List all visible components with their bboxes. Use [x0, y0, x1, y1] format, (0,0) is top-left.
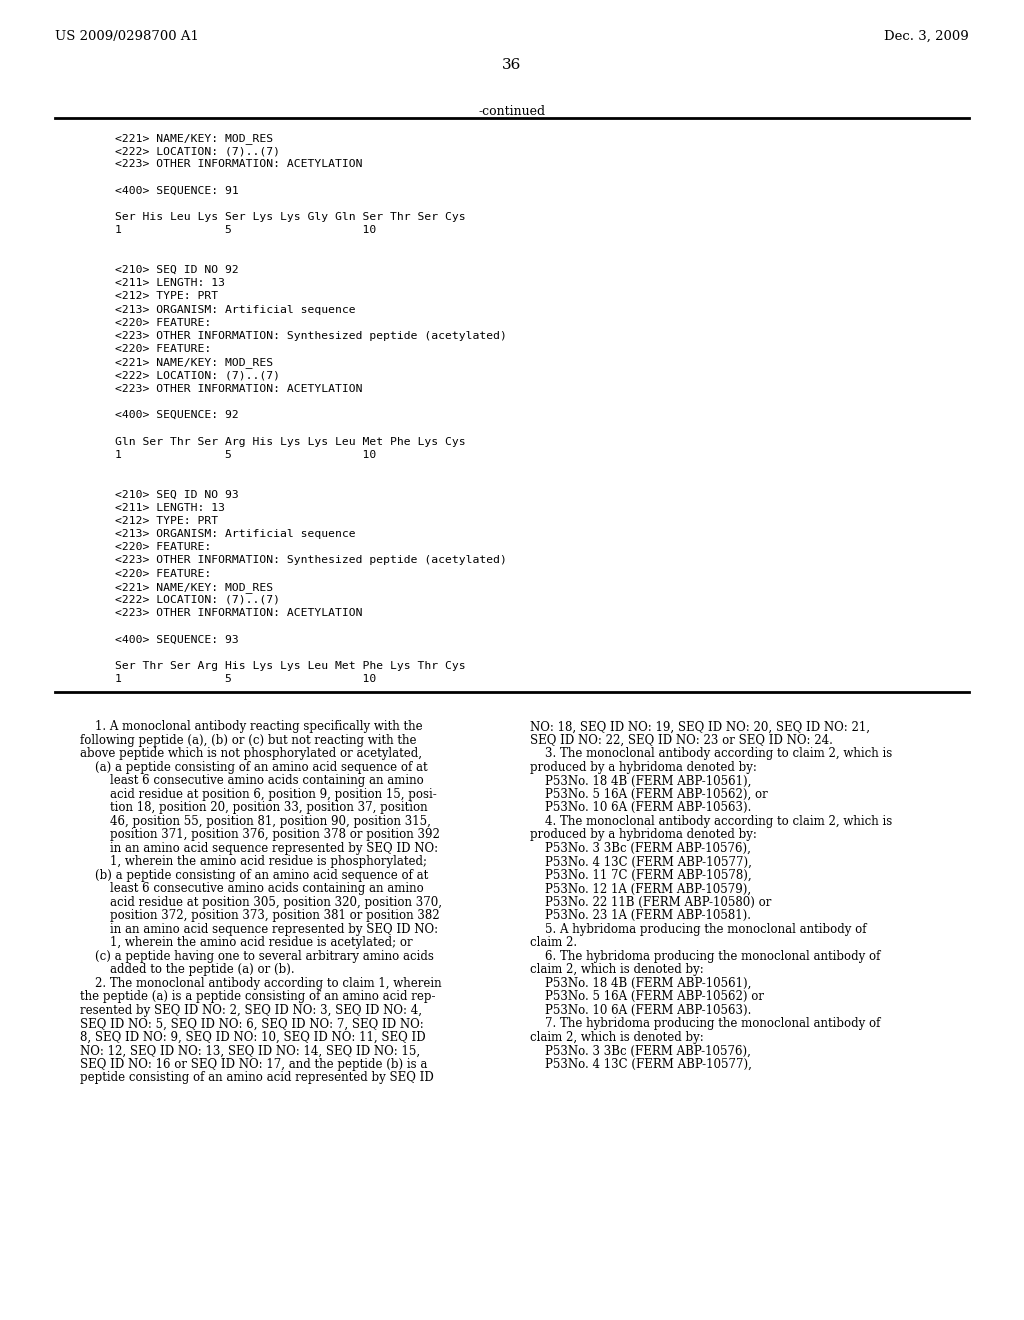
- Text: P53No. 10 6A (FERM ABP-10563).: P53No. 10 6A (FERM ABP-10563).: [530, 1005, 752, 1016]
- Text: 36: 36: [503, 58, 521, 73]
- Text: P53No. 3 3Bc (FERM ABP-10576),: P53No. 3 3Bc (FERM ABP-10576),: [530, 842, 751, 855]
- Text: <211> LENGTH: 13: <211> LENGTH: 13: [115, 503, 225, 512]
- Text: P53No. 10 6A (FERM ABP-10563).: P53No. 10 6A (FERM ABP-10563).: [530, 801, 752, 814]
- Text: the peptide (a) is a peptide consisting of an amino acid rep-: the peptide (a) is a peptide consisting …: [80, 990, 435, 1003]
- Text: P53No. 18 4B (FERM ABP-10561),: P53No. 18 4B (FERM ABP-10561),: [530, 977, 752, 990]
- Text: 5. A hybridoma producing the monoclonal antibody of: 5. A hybridoma producing the monoclonal …: [530, 923, 866, 936]
- Text: <222> LOCATION: (7)..(7): <222> LOCATION: (7)..(7): [115, 595, 280, 605]
- Text: peptide consisting of an amino acid represented by SEQ ID: peptide consisting of an amino acid repr…: [80, 1072, 434, 1085]
- Text: 8, SEQ ID NO: 9, SEQ ID NO: 10, SEQ ID NO: 11, SEQ ID: 8, SEQ ID NO: 9, SEQ ID NO: 10, SEQ ID N…: [80, 1031, 426, 1044]
- Text: <213> ORGANISM: Artificial sequence: <213> ORGANISM: Artificial sequence: [115, 305, 355, 314]
- Text: P53No. 18 4B (FERM ABP-10561),: P53No. 18 4B (FERM ABP-10561),: [530, 775, 752, 788]
- Text: in an amino acid sequence represented by SEQ ID NO:: in an amino acid sequence represented by…: [80, 923, 438, 936]
- Text: <221> NAME/KEY: MOD_RES: <221> NAME/KEY: MOD_RES: [115, 582, 273, 593]
- Text: Ser His Leu Lys Ser Lys Lys Gly Gln Ser Thr Ser Cys: Ser His Leu Lys Ser Lys Lys Gly Gln Ser …: [115, 213, 466, 222]
- Text: resented by SEQ ID NO: 2, SEQ ID NO: 3, SEQ ID NO: 4,: resented by SEQ ID NO: 2, SEQ ID NO: 3, …: [80, 1005, 422, 1016]
- Text: <223> OTHER INFORMATION: Synthesized peptide (acetylated): <223> OTHER INFORMATION: Synthesized pep…: [115, 556, 507, 565]
- Text: least 6 consecutive amino acids containing an amino: least 6 consecutive amino acids containi…: [80, 882, 424, 895]
- Text: US 2009/0298700 A1: US 2009/0298700 A1: [55, 30, 199, 44]
- Text: P53No. 5 16A (FERM ABP-10562), or: P53No. 5 16A (FERM ABP-10562), or: [530, 788, 768, 801]
- Text: above peptide which is not phosphorylated or acetylated,: above peptide which is not phosphorylate…: [80, 747, 422, 760]
- Text: P53No. 11 7C (FERM ABP-10578),: P53No. 11 7C (FERM ABP-10578),: [530, 869, 752, 882]
- Text: <220> FEATURE:: <220> FEATURE:: [115, 318, 211, 327]
- Text: 1, wherein the amino acid residue is acetylated; or: 1, wherein the amino acid residue is ace…: [80, 936, 413, 949]
- Text: <223> OTHER INFORMATION: ACETYLATION: <223> OTHER INFORMATION: ACETYLATION: [115, 160, 362, 169]
- Text: <223> OTHER INFORMATION: ACETYLATION: <223> OTHER INFORMATION: ACETYLATION: [115, 609, 362, 618]
- Text: <221> NAME/KEY: MOD_RES: <221> NAME/KEY: MOD_RES: [115, 358, 273, 368]
- Text: SEQ ID NO: 16 or SEQ ID NO: 17, and the peptide (b) is a: SEQ ID NO: 16 or SEQ ID NO: 17, and the …: [80, 1057, 427, 1071]
- Text: P53No. 3 3Bc (FERM ABP-10576),: P53No. 3 3Bc (FERM ABP-10576),: [530, 1044, 751, 1057]
- Text: acid residue at position 6, position 9, position 15, posi-: acid residue at position 6, position 9, …: [80, 788, 437, 801]
- Text: 2. The monoclonal antibody according to claim 1, wherein: 2. The monoclonal antibody according to …: [80, 977, 441, 990]
- Text: <210> SEQ ID NO 92: <210> SEQ ID NO 92: [115, 265, 239, 275]
- Text: (b) a peptide consisting of an amino acid sequence of at: (b) a peptide consisting of an amino aci…: [80, 869, 428, 882]
- Text: 7. The hybridoma producing the monoclonal antibody of: 7. The hybridoma producing the monoclona…: [530, 1018, 881, 1031]
- Text: P53No. 12 1A (FERM ABP-10579),: P53No. 12 1A (FERM ABP-10579),: [530, 882, 752, 895]
- Text: Ser Thr Ser Arg His Lys Lys Leu Met Phe Lys Thr Cys: Ser Thr Ser Arg His Lys Lys Leu Met Phe …: [115, 661, 466, 671]
- Text: <210> SEQ ID NO 93: <210> SEQ ID NO 93: [115, 490, 239, 499]
- Text: <212> TYPE: PRT: <212> TYPE: PRT: [115, 292, 218, 301]
- Text: tion 18, position 20, position 33, position 37, position: tion 18, position 20, position 33, posit…: [80, 801, 428, 814]
- Text: <400> SEQUENCE: 91: <400> SEQUENCE: 91: [115, 186, 239, 195]
- Text: -continued: -continued: [478, 106, 546, 117]
- Text: NO: 12, SEQ ID NO: 13, SEQ ID NO: 14, SEQ ID NO: 15,: NO: 12, SEQ ID NO: 13, SEQ ID NO: 14, SE…: [80, 1044, 420, 1057]
- Text: 6. The hybridoma producing the monoclonal antibody of: 6. The hybridoma producing the monoclona…: [530, 950, 881, 962]
- Text: position 371, position 376, position 378 or position 392: position 371, position 376, position 378…: [80, 829, 440, 841]
- Text: Dec. 3, 2009: Dec. 3, 2009: [885, 30, 969, 44]
- Text: 1. A monoclonal antibody reacting specifically with the: 1. A monoclonal antibody reacting specif…: [80, 721, 423, 734]
- Text: SEQ ID NO: 22, SEQ ID NO: 23 or SEQ ID NO: 24.: SEQ ID NO: 22, SEQ ID NO: 23 or SEQ ID N…: [530, 734, 833, 747]
- Text: claim 2, which is denoted by:: claim 2, which is denoted by:: [530, 1031, 703, 1044]
- Text: <220> FEATURE:: <220> FEATURE:: [115, 543, 211, 552]
- Text: <222> LOCATION: (7)..(7): <222> LOCATION: (7)..(7): [115, 371, 280, 380]
- Text: claim 2, which is denoted by:: claim 2, which is denoted by:: [530, 964, 703, 977]
- Text: P53No. 4 13C (FERM ABP-10577),: P53No. 4 13C (FERM ABP-10577),: [530, 1057, 752, 1071]
- Text: 1, wherein the amino acid residue is phosphorylated;: 1, wherein the amino acid residue is pho…: [80, 855, 427, 869]
- Text: P53No. 22 11B (FERM ABP-10580) or: P53No. 22 11B (FERM ABP-10580) or: [530, 896, 771, 909]
- Text: <220> FEATURE:: <220> FEATURE:: [115, 345, 211, 354]
- Text: P53No. 23 1A (FERM ABP-10581).: P53No. 23 1A (FERM ABP-10581).: [530, 909, 751, 923]
- Text: 1               5                   10: 1 5 10: [115, 226, 376, 235]
- Text: 1               5                   10: 1 5 10: [115, 675, 376, 684]
- Text: Gln Ser Thr Ser Arg His Lys Lys Leu Met Phe Lys Cys: Gln Ser Thr Ser Arg His Lys Lys Leu Met …: [115, 437, 466, 446]
- Text: acid residue at position 305, position 320, position 370,: acid residue at position 305, position 3…: [80, 896, 442, 909]
- Text: P53No. 4 13C (FERM ABP-10577),: P53No. 4 13C (FERM ABP-10577),: [530, 855, 752, 869]
- Text: added to the peptide (a) or (b).: added to the peptide (a) or (b).: [80, 964, 295, 977]
- Text: 3. The monoclonal antibody according to claim 2, which is: 3. The monoclonal antibody according to …: [530, 747, 892, 760]
- Text: produced by a hybridoma denoted by:: produced by a hybridoma denoted by:: [530, 829, 757, 841]
- Text: <223> OTHER INFORMATION: ACETYLATION: <223> OTHER INFORMATION: ACETYLATION: [115, 384, 362, 393]
- Text: in an amino acid sequence represented by SEQ ID NO:: in an amino acid sequence represented by…: [80, 842, 438, 855]
- Text: least 6 consecutive amino acids containing an amino: least 6 consecutive amino acids containi…: [80, 775, 424, 788]
- Text: following peptide (a), (b) or (c) but not reacting with the: following peptide (a), (b) or (c) but no…: [80, 734, 417, 747]
- Text: 1               5                   10: 1 5 10: [115, 450, 376, 459]
- Text: <211> LENGTH: 13: <211> LENGTH: 13: [115, 279, 225, 288]
- Text: <221> NAME/KEY: MOD_RES: <221> NAME/KEY: MOD_RES: [115, 133, 273, 144]
- Text: claim 2.: claim 2.: [530, 936, 578, 949]
- Text: produced by a hybridoma denoted by:: produced by a hybridoma denoted by:: [530, 760, 757, 774]
- Text: 4. The monoclonal antibody according to claim 2, which is: 4. The monoclonal antibody according to …: [530, 814, 892, 828]
- Text: 46, position 55, position 81, position 90, position 315,: 46, position 55, position 81, position 9…: [80, 814, 431, 828]
- Text: <400> SEQUENCE: 92: <400> SEQUENCE: 92: [115, 411, 239, 420]
- Text: P53No. 5 16A (FERM ABP-10562) or: P53No. 5 16A (FERM ABP-10562) or: [530, 990, 764, 1003]
- Text: <220> FEATURE:: <220> FEATURE:: [115, 569, 211, 578]
- Text: <222> LOCATION: (7)..(7): <222> LOCATION: (7)..(7): [115, 147, 280, 156]
- Text: (a) a peptide consisting of an amino acid sequence of at: (a) a peptide consisting of an amino aci…: [80, 760, 428, 774]
- Text: <213> ORGANISM: Artificial sequence: <213> ORGANISM: Artificial sequence: [115, 529, 355, 539]
- Text: (c) a peptide having one to several arbitrary amino acids: (c) a peptide having one to several arbi…: [80, 950, 434, 962]
- Text: position 372, position 373, position 381 or position 382: position 372, position 373, position 381…: [80, 909, 439, 923]
- Text: <400> SEQUENCE: 93: <400> SEQUENCE: 93: [115, 635, 239, 644]
- Text: <223> OTHER INFORMATION: Synthesized peptide (acetylated): <223> OTHER INFORMATION: Synthesized pep…: [115, 331, 507, 341]
- Text: NO: 18, SEQ ID NO: 19, SEQ ID NO: 20, SEQ ID NO: 21,: NO: 18, SEQ ID NO: 19, SEQ ID NO: 20, SE…: [530, 721, 870, 734]
- Text: <212> TYPE: PRT: <212> TYPE: PRT: [115, 516, 218, 525]
- Text: SEQ ID NO: 5, SEQ ID NO: 6, SEQ ID NO: 7, SEQ ID NO:: SEQ ID NO: 5, SEQ ID NO: 6, SEQ ID NO: 7…: [80, 1018, 424, 1031]
